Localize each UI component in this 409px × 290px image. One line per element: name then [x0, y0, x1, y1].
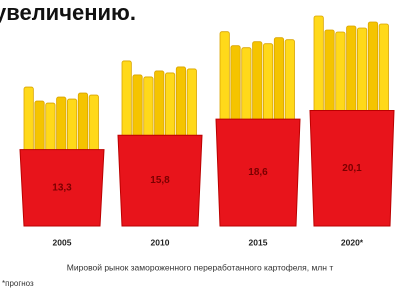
fries-box — [216, 32, 300, 226]
fry — [357, 28, 366, 117]
fry — [24, 87, 33, 156]
fry — [133, 75, 142, 141]
fry — [379, 24, 388, 117]
chart: увеличению. Мировой рынок замороженного … — [0, 0, 409, 290]
fry — [155, 71, 164, 141]
footnote: *прогноз — [2, 279, 34, 288]
fry — [187, 69, 196, 141]
fry — [263, 44, 272, 125]
fries-box — [310, 16, 394, 226]
fry — [274, 38, 283, 125]
value-label: 13,3 — [52, 182, 72, 193]
x-tick-label: 2015 — [249, 237, 268, 247]
chart-title: увеличению. — [0, 0, 136, 25]
value-label: 18,6 — [248, 167, 268, 178]
fry — [57, 97, 66, 156]
value-label: 20,1 — [342, 163, 362, 174]
fry — [176, 67, 185, 141]
fry — [89, 95, 98, 156]
fry — [165, 73, 174, 141]
fry — [78, 93, 87, 156]
fry — [336, 32, 345, 117]
fry — [242, 48, 251, 125]
fry — [253, 42, 262, 125]
fry — [144, 77, 153, 141]
fry — [285, 40, 294, 125]
fry — [347, 26, 356, 117]
caption: Мировой рынок замороженного переработанн… — [67, 262, 334, 272]
x-tick-label: 2020* — [341, 237, 364, 247]
fry — [314, 16, 323, 117]
fry — [325, 30, 334, 117]
fry — [122, 61, 131, 141]
x-tick-label: 2010 — [151, 237, 170, 247]
fries-box — [118, 61, 202, 226]
fries-box — [20, 87, 104, 226]
fry — [220, 32, 229, 125]
value-label: 15,8 — [150, 175, 170, 186]
fry — [231, 46, 240, 125]
fry — [35, 101, 44, 156]
x-tick-label: 2005 — [53, 237, 72, 247]
fry — [368, 22, 377, 117]
fry — [67, 99, 76, 156]
fry — [46, 103, 55, 156]
